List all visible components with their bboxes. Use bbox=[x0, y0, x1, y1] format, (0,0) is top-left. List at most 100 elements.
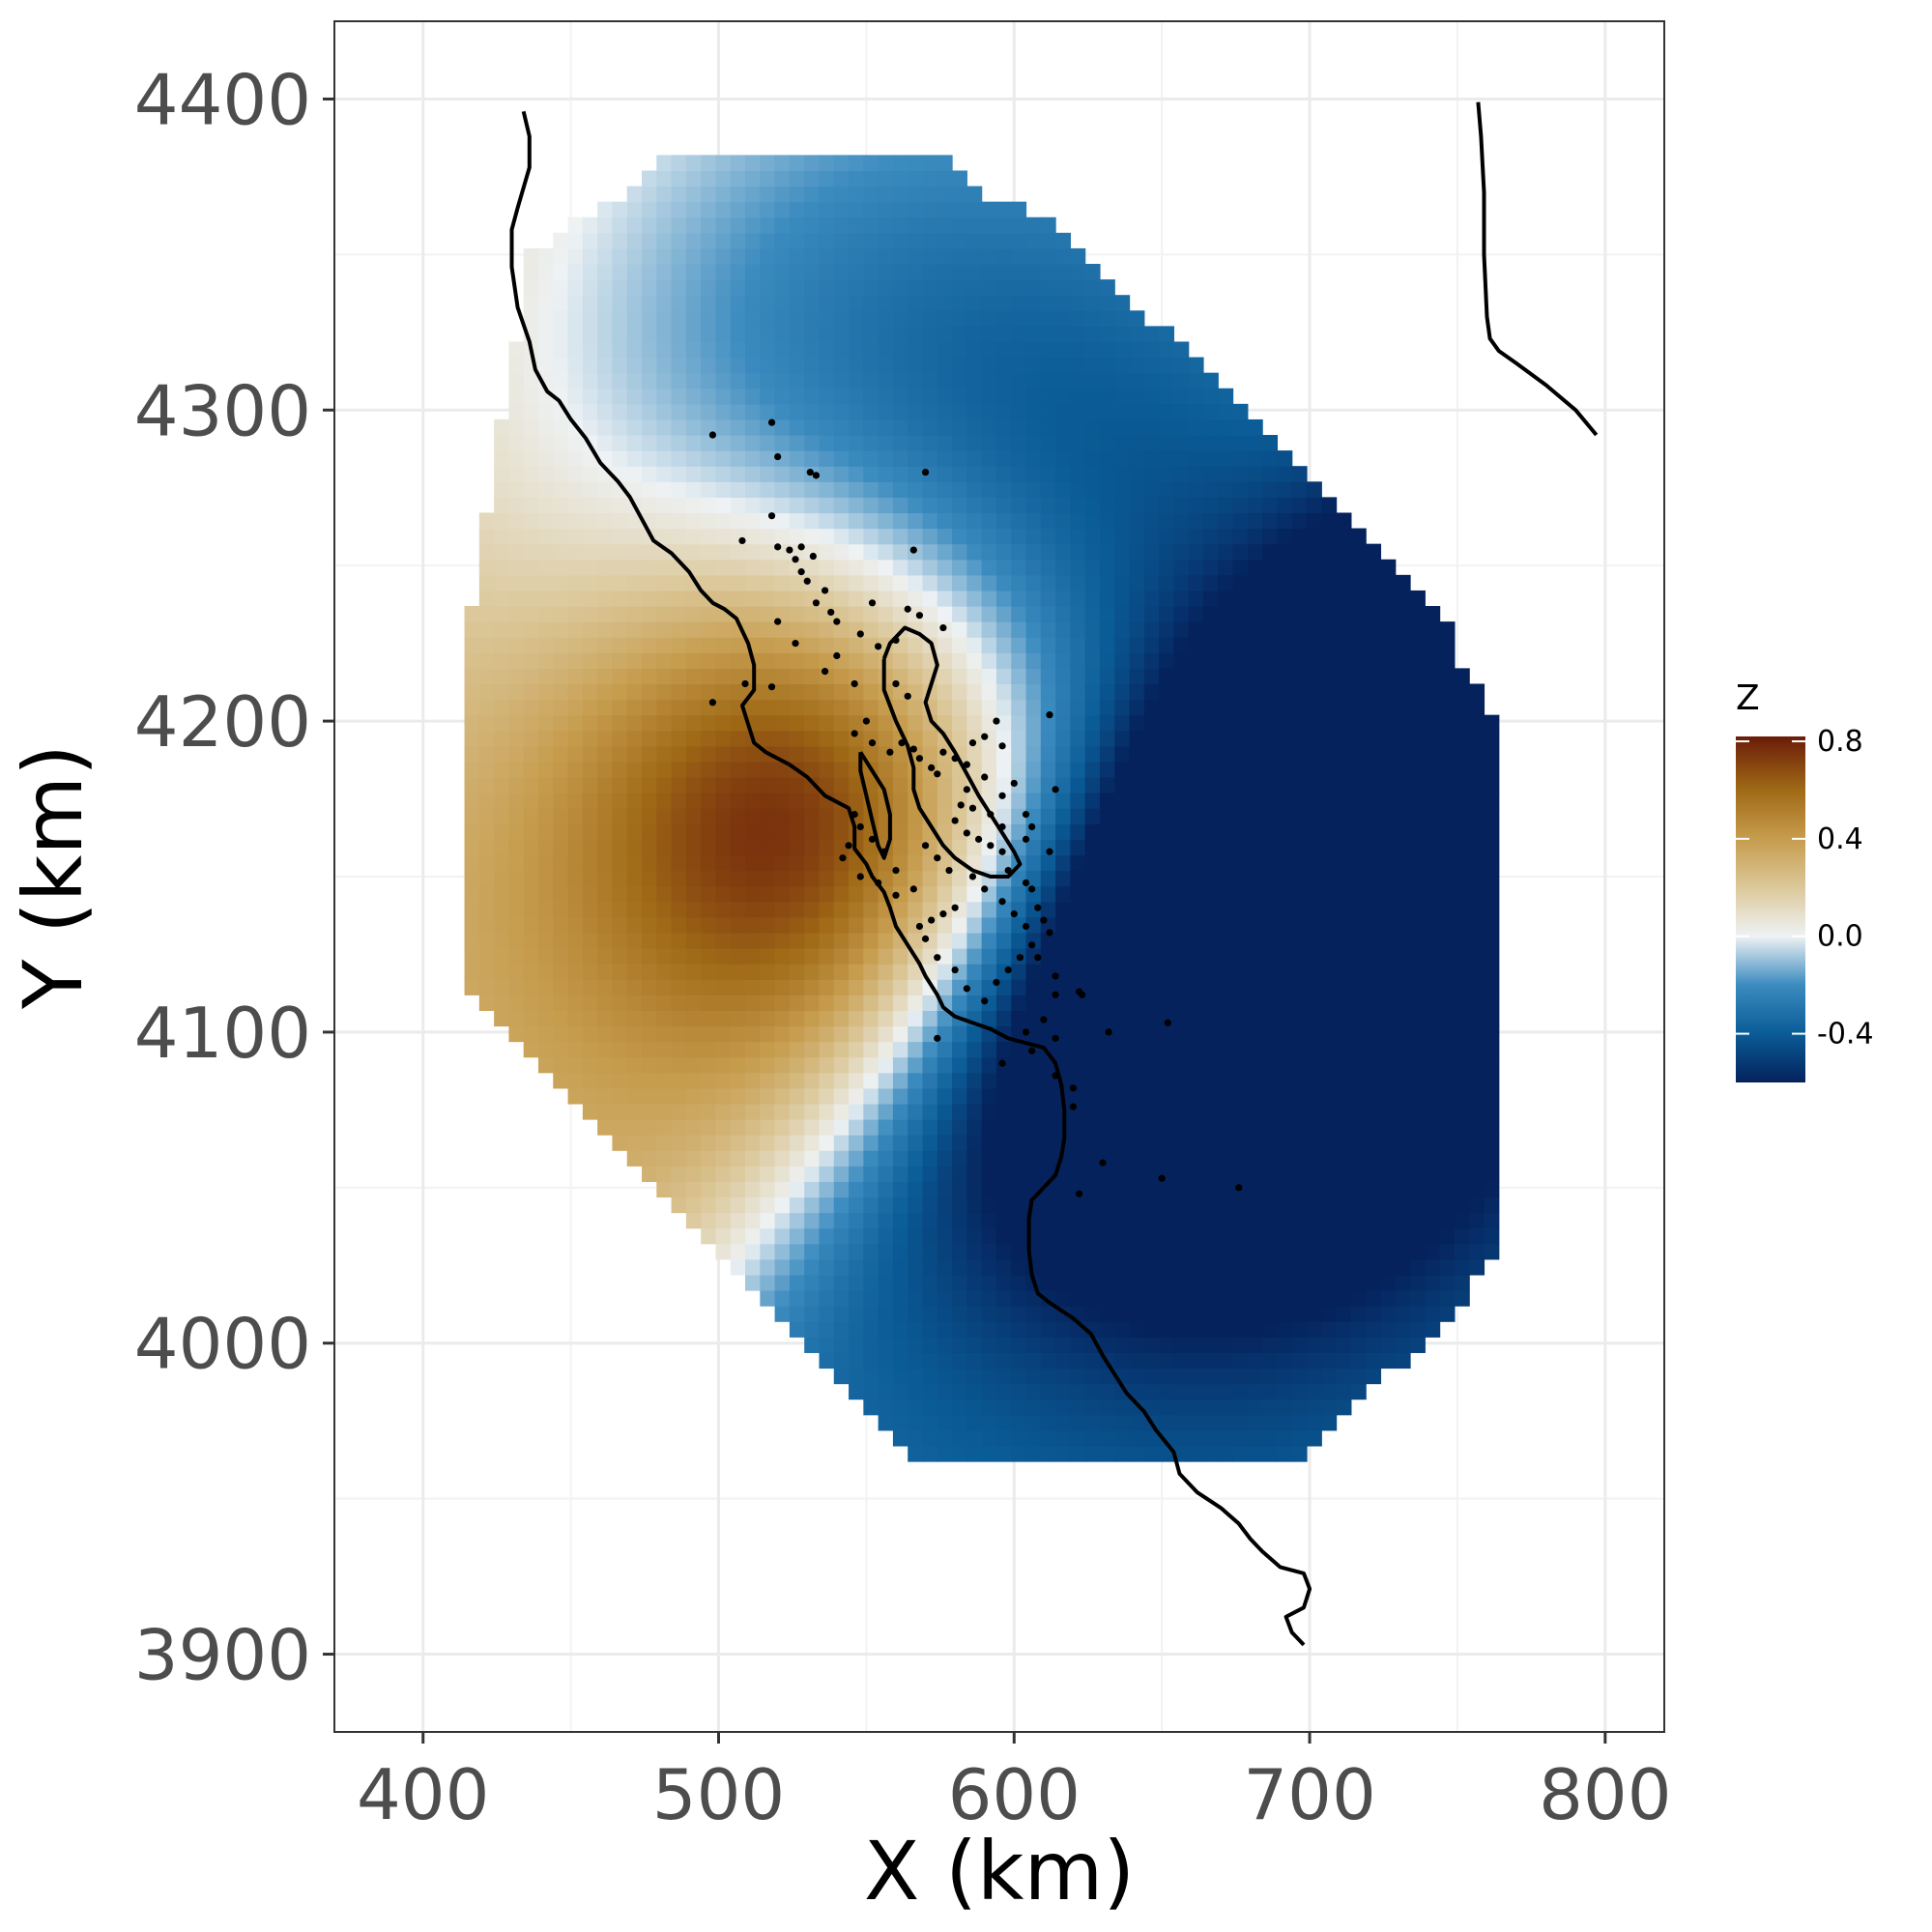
heatmap-cell bbox=[1410, 979, 1426, 995]
heatmap-cell bbox=[1202, 1010, 1219, 1027]
heatmap-cell bbox=[671, 574, 687, 591]
heatmap-cell bbox=[567, 979, 584, 995]
station-point bbox=[974, 835, 983, 843]
heatmap-cell bbox=[819, 388, 835, 405]
heatmap-cell bbox=[701, 1135, 717, 1151]
heatmap-cell bbox=[1380, 1352, 1397, 1370]
heatmap-cell bbox=[1055, 1429, 1071, 1447]
heatmap-cell bbox=[745, 823, 761, 840]
heatmap-cell bbox=[642, 714, 657, 732]
heatmap-cell bbox=[1084, 1150, 1101, 1167]
heatmap-cell bbox=[1247, 528, 1263, 545]
heatmap-cell bbox=[849, 652, 864, 669]
heatmap-cell bbox=[892, 1072, 908, 1089]
heatmap-cell bbox=[1099, 995, 1115, 1011]
heatmap-cell bbox=[715, 232, 732, 249]
heatmap-cell bbox=[1350, 590, 1367, 607]
heatmap-cell bbox=[1395, 1321, 1411, 1338]
heatmap-cell bbox=[937, 1306, 953, 1322]
heatmap-cell bbox=[715, 466, 732, 482]
heatmap-cell bbox=[478, 854, 495, 872]
heatmap-cell bbox=[1469, 1087, 1485, 1105]
heatmap-cell bbox=[1114, 1010, 1131, 1027]
heatmap-cell bbox=[922, 559, 938, 576]
heatmap-cell bbox=[1380, 885, 1397, 903]
heatmap-cell bbox=[1055, 543, 1071, 561]
heatmap-cell bbox=[1143, 964, 1160, 980]
heatmap-cell bbox=[1262, 1321, 1279, 1338]
heatmap-cell bbox=[833, 1290, 850, 1307]
heatmap-cell bbox=[1218, 1274, 1234, 1291]
heatmap-cell bbox=[981, 916, 997, 934]
heatmap-cell bbox=[1159, 418, 1175, 436]
heatmap-cell bbox=[715, 264, 732, 280]
heatmap-cell bbox=[1202, 497, 1219, 514]
heatmap-cell bbox=[908, 1103, 924, 1120]
heatmap-cell bbox=[1099, 916, 1115, 934]
heatmap-cell bbox=[995, 699, 1012, 716]
heatmap-cell bbox=[1055, 777, 1071, 793]
heatmap-cell bbox=[878, 964, 894, 980]
heatmap-cell bbox=[1099, 1274, 1115, 1291]
heatmap-cell bbox=[1055, 357, 1071, 374]
heatmap-cell bbox=[1159, 1087, 1175, 1105]
heatmap-cell bbox=[1425, 1103, 1441, 1120]
heatmap-cell bbox=[1159, 793, 1175, 809]
heatmap-cell bbox=[1291, 793, 1308, 809]
heatmap-cell bbox=[1410, 1119, 1426, 1136]
heatmap-cell bbox=[537, 793, 554, 809]
heatmap-cell bbox=[1247, 761, 1263, 778]
heatmap-cell bbox=[922, 1041, 938, 1058]
heatmap-cell bbox=[523, 932, 539, 949]
heatmap-cell bbox=[1454, 1212, 1470, 1229]
station-point bbox=[909, 745, 917, 753]
heatmap-cell bbox=[1011, 466, 1027, 482]
heatmap-cell bbox=[1143, 1135, 1160, 1151]
heatmap-cell bbox=[1173, 948, 1190, 965]
heatmap-cell bbox=[1202, 559, 1219, 576]
heatmap-cell bbox=[567, 435, 584, 451]
heatmap-cell bbox=[715, 652, 732, 669]
heatmap-cell bbox=[1011, 1072, 1027, 1089]
heatmap-cell bbox=[1055, 512, 1071, 530]
heatmap-cell bbox=[1159, 699, 1175, 716]
heatmap-cell bbox=[789, 403, 805, 420]
heatmap-cell bbox=[1410, 1258, 1426, 1276]
heatmap-cell bbox=[685, 1150, 702, 1167]
heatmap-cell bbox=[995, 1368, 1012, 1385]
heatmap-cell bbox=[567, 668, 584, 685]
heatmap-cell bbox=[1218, 870, 1234, 887]
heatmap-cell bbox=[1084, 621, 1101, 638]
heatmap-cell bbox=[1159, 1041, 1175, 1058]
heatmap-cell bbox=[1173, 901, 1190, 918]
heatmap-cell bbox=[701, 543, 717, 561]
heatmap-cell bbox=[685, 232, 702, 249]
heatmap-cell bbox=[789, 839, 805, 856]
legend-title: Z bbox=[1736, 678, 1760, 718]
heatmap-cell bbox=[730, 1135, 746, 1151]
heatmap-cell bbox=[1366, 932, 1382, 949]
heatmap-cell bbox=[1336, 1135, 1352, 1151]
heatmap-cell bbox=[878, 466, 894, 482]
heatmap-cell bbox=[774, 481, 791, 498]
heatmap-cell bbox=[1143, 1321, 1160, 1338]
heatmap-cell bbox=[1011, 450, 1027, 467]
heatmap-cell bbox=[567, 341, 584, 359]
heatmap-cell bbox=[478, 839, 495, 856]
heatmap-cell bbox=[892, 854, 908, 872]
heatmap-cell bbox=[804, 808, 821, 824]
heatmap-cell bbox=[1262, 714, 1279, 732]
heatmap-cell bbox=[1291, 1212, 1308, 1229]
heatmap-cell bbox=[1173, 995, 1190, 1011]
heatmap-cell bbox=[981, 326, 997, 343]
heatmap-cell bbox=[730, 295, 746, 311]
heatmap-cell bbox=[701, 310, 717, 327]
heatmap-cell bbox=[1084, 512, 1101, 530]
heatmap-cell bbox=[523, 808, 539, 824]
heatmap-cell bbox=[1114, 1337, 1131, 1353]
heatmap-cell bbox=[966, 403, 983, 420]
heatmap-cell bbox=[1454, 1025, 1470, 1043]
heatmap-cell bbox=[789, 995, 805, 1011]
heatmap-cell bbox=[1366, 699, 1382, 716]
heatmap-cell bbox=[892, 1337, 908, 1353]
